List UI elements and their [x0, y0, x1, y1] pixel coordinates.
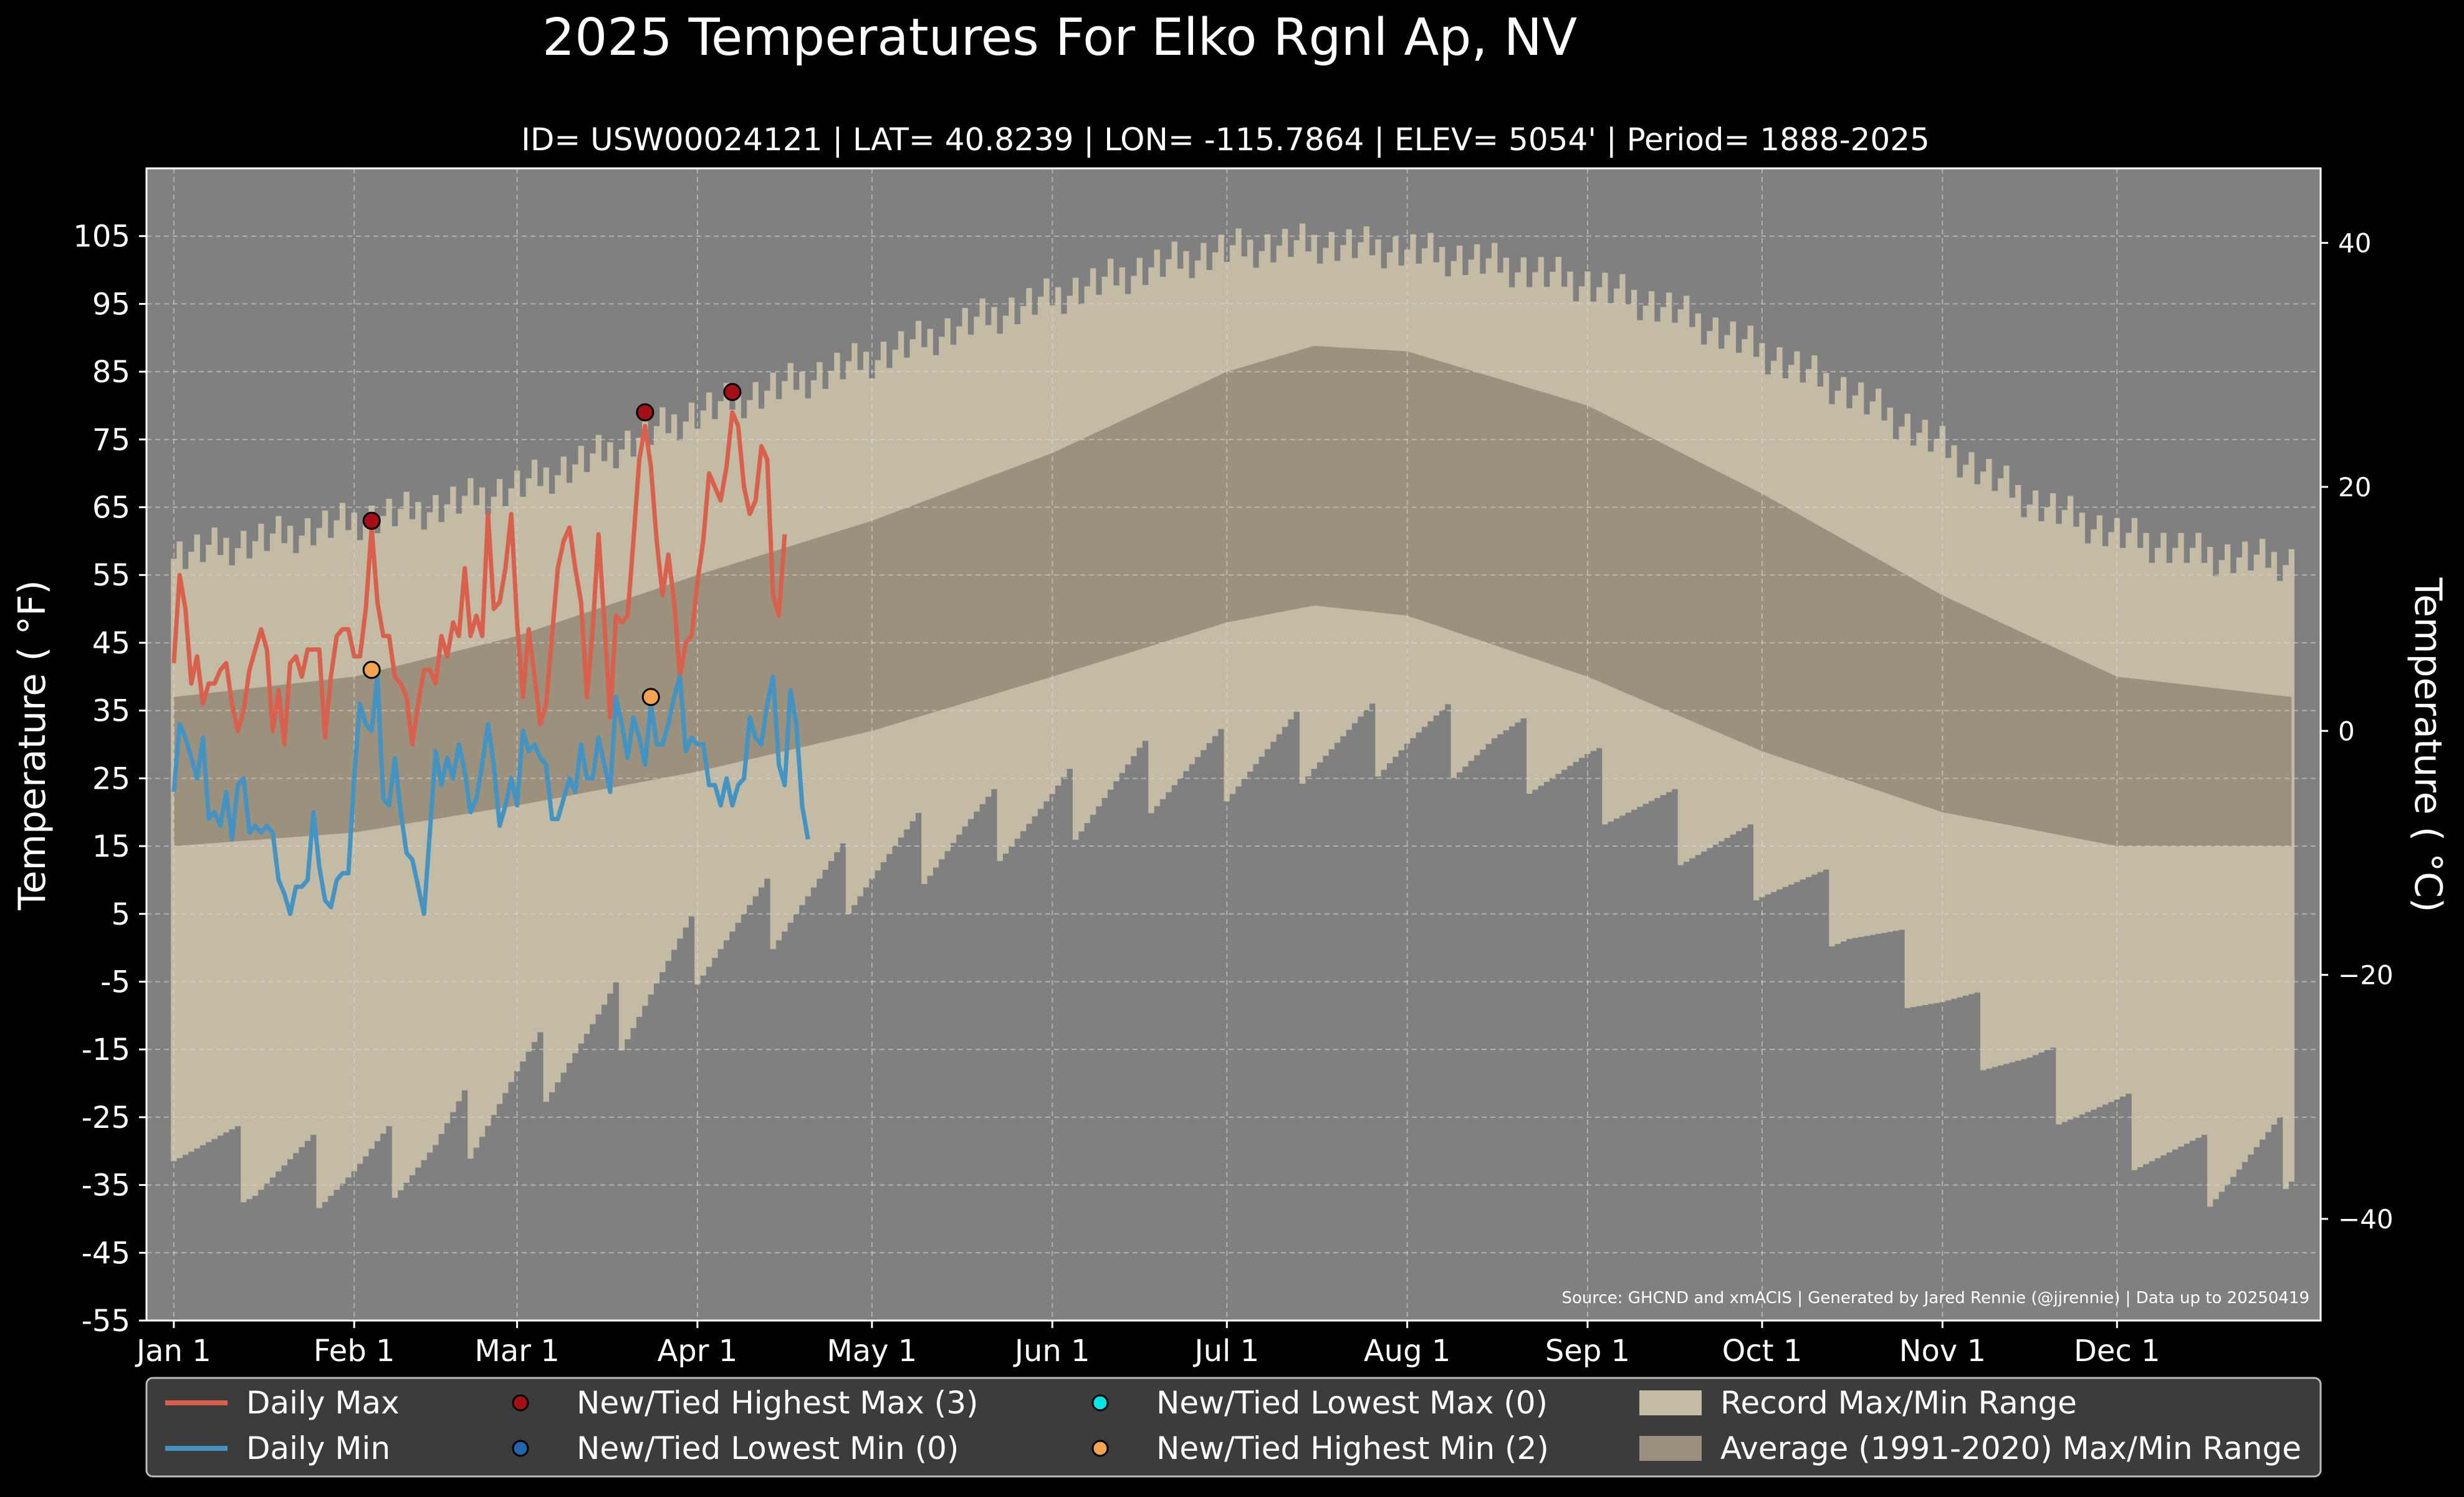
y-tick-label-right: 40	[2338, 228, 2371, 259]
record-high-max-point	[636, 403, 654, 421]
y-tick-label: 95	[92, 287, 130, 322]
legend-box	[145, 1377, 2322, 1478]
legend-label: New/Tied Highest Max (3)	[577, 1385, 979, 1421]
legend-label: Average (1991-2020) Max/Min Range	[1720, 1430, 2301, 1466]
y-axis-right: 40 20 0 −20 −40	[2321, 228, 2394, 1235]
y-tick-label: 75	[92, 423, 130, 458]
x-tick-label: Dec 1	[2074, 1334, 2160, 1369]
y-tick-label: 45	[92, 626, 130, 661]
daily-max-line	[171, 410, 787, 747]
y-tick-label: -15	[82, 1032, 130, 1067]
legend-swatch-dot	[1091, 1394, 1109, 1412]
grid-lines	[146, 168, 2321, 1321]
legend-label: Daily Min	[246, 1430, 390, 1466]
legend-label: Daily Max	[246, 1385, 400, 1421]
y-tick-label: 35	[92, 694, 130, 729]
legend: Daily Max Daily Min New/Tied Highest Max (…	[145, 1377, 2322, 1478]
y-tick-label-right: 0	[2338, 716, 2355, 746]
plot-frame	[145, 167, 2322, 1322]
record-high-max-point	[723, 383, 742, 402]
y-tick-label: -35	[82, 1168, 130, 1203]
y-tick-label: 15	[92, 829, 130, 864]
y-tick-label: 85	[92, 355, 130, 390]
y-tick-label: -25	[82, 1100, 130, 1135]
x-axis: Jan 1 Feb 1 Mar 1 Apr 1 May 1 Jun 1 Jul 1 Aug 1…	[135, 1321, 2160, 1369]
x-tick-label: Aug 1	[1364, 1334, 1451, 1369]
x-tick-label: Feb 1	[314, 1334, 395, 1369]
legend-label: New/Tied Highest Min (2)	[1156, 1430, 1549, 1466]
record-high-min-point	[641, 688, 660, 706]
y-tick-label-right: 20	[2338, 472, 2371, 503]
legend-label: New/Tied Lowest Max (0)	[1156, 1385, 1548, 1421]
chart-subtitle: ID= USW00024121 | LAT= 40.8239 | LON= -1…	[521, 122, 1930, 158]
y-tick-label: 55	[92, 558, 130, 593]
y-tick-label: 65	[92, 491, 130, 526]
source-note: Source: GHCND and xmACIS | Generated by …	[1561, 1289, 2309, 1307]
legend-label: New/Tied Lowest Min (0)	[577, 1430, 959, 1466]
plot-area: Source: GHCND and xmACIS | Generated by …	[145, 167, 2322, 1322]
x-tick-label: Nov 1	[1899, 1334, 1986, 1369]
chart-title: 2025 Temperatures For Elko Rgnl Ap, NV	[542, 8, 1577, 67]
legend-swatch-dot	[512, 1394, 529, 1412]
x-tick-label: Sep 1	[1545, 1334, 1630, 1369]
legend-label: Record Max/Min Range	[1720, 1385, 2077, 1421]
y-tick-label-right: −40	[2338, 1204, 2394, 1235]
legend-swatch-patch	[1639, 1436, 1702, 1461]
x-tick-label: May 1	[827, 1334, 917, 1369]
y-axis-label-left: Temperature ( °F)	[11, 580, 54, 911]
y-axis-left: 105 95 85 75 65 55 45 35 25 15 5 -5 -15 -25 -35 -45 -55	[73, 219, 146, 1339]
record-range-band	[171, 223, 2295, 1208]
legend-swatch-patch	[1639, 1390, 1702, 1415]
x-tick-label: Jan 1	[135, 1334, 211, 1369]
x-tick-label: Oct 1	[1722, 1334, 1803, 1369]
y-tick-label: -55	[82, 1304, 130, 1339]
legend-swatch-dot	[1091, 1440, 1109, 1457]
record-high-min-point	[362, 660, 381, 679]
y-tick-label: 5	[111, 897, 130, 932]
y-tick-label: 105	[73, 219, 130, 254]
y-tick-label-right: −20	[2338, 960, 2394, 991]
y-tick-label: 25	[92, 761, 130, 796]
y-axis-label-right: Temperature ( °C)	[2406, 577, 2450, 913]
x-tick-label: Jun 1	[1013, 1334, 1090, 1369]
x-tick-label: Apr 1	[657, 1334, 737, 1369]
legend-swatch-dot	[512, 1440, 529, 1457]
x-tick-label: Mar 1	[474, 1334, 559, 1369]
record-high-max-point	[362, 511, 381, 530]
y-tick-label: -45	[82, 1236, 130, 1271]
y-tick-label: -5	[100, 965, 130, 999]
daily-min-line	[171, 674, 810, 917]
x-tick-label: Jul 1	[1192, 1334, 1259, 1369]
